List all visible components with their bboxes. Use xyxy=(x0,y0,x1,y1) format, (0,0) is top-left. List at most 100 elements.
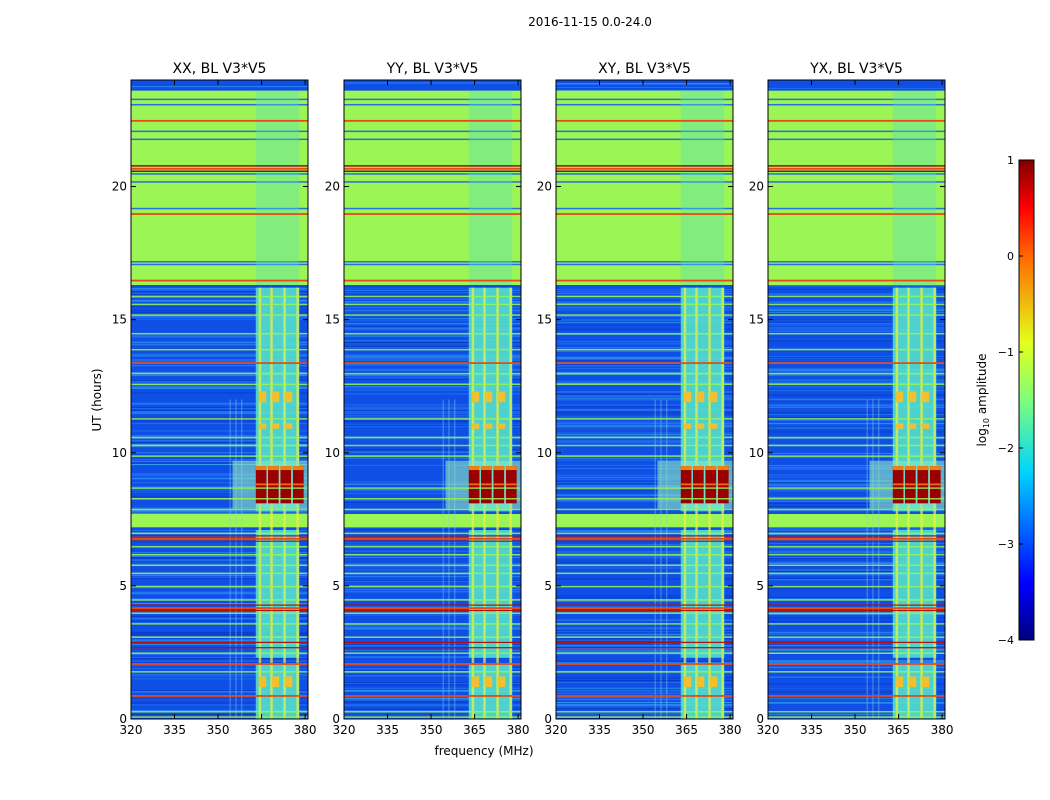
hline xyxy=(768,532,945,535)
noise-line xyxy=(556,343,733,345)
noise-line xyxy=(344,684,521,686)
noise-line xyxy=(131,348,308,350)
hline xyxy=(556,303,733,306)
noise-line xyxy=(768,683,945,685)
noise-line xyxy=(131,478,308,480)
noise-line xyxy=(556,629,733,631)
rfi-line xyxy=(131,119,308,122)
noise-line xyxy=(768,699,945,701)
noise-line xyxy=(344,666,521,668)
noise-line xyxy=(344,340,521,342)
hline xyxy=(768,455,945,457)
noise-line xyxy=(768,588,945,590)
noise-line xyxy=(768,456,945,458)
stripe xyxy=(344,98,521,101)
noise-line xyxy=(344,656,521,658)
rfi-line xyxy=(768,167,945,170)
noise-line xyxy=(556,292,733,294)
stripe xyxy=(768,103,945,106)
noise-line xyxy=(556,340,733,342)
rfi-dark-line xyxy=(344,170,521,172)
rfi-dark-line xyxy=(131,641,308,643)
rfi-dark-line xyxy=(768,535,945,537)
emission-mid xyxy=(904,483,916,486)
noise-line xyxy=(768,414,945,416)
noise-line xyxy=(131,310,308,312)
x-tick-label: 365 xyxy=(675,723,698,737)
noise-line xyxy=(768,645,945,647)
noise-line xyxy=(556,440,733,442)
signal-blob xyxy=(284,676,293,688)
noise-line xyxy=(344,687,521,689)
noise-line xyxy=(556,289,733,291)
noise-line xyxy=(131,387,308,389)
rfi-line xyxy=(556,279,733,282)
signal-blob xyxy=(484,676,493,688)
noise-line xyxy=(768,633,945,635)
rfi-line xyxy=(131,279,308,282)
noise-line xyxy=(556,648,733,650)
rfi-dark-line xyxy=(768,540,945,542)
noise-line xyxy=(344,329,521,331)
noise-line xyxy=(344,528,521,530)
noise-line xyxy=(556,481,733,483)
rfi-line xyxy=(556,362,733,365)
noise-line xyxy=(768,319,945,321)
hline xyxy=(556,671,733,673)
noise-line xyxy=(556,485,733,487)
noise-line xyxy=(344,534,521,536)
noise-line xyxy=(768,412,945,414)
noise-line xyxy=(131,486,308,488)
hline xyxy=(556,348,733,351)
noise-line xyxy=(344,356,521,358)
noise-line xyxy=(344,408,521,410)
x-axis-label: frequency (MHz) xyxy=(434,744,533,758)
noise-line xyxy=(768,394,945,396)
noise-line xyxy=(344,327,521,329)
noise-line xyxy=(556,426,733,428)
panel-image xyxy=(344,80,521,719)
noise-line xyxy=(344,436,521,438)
noise-line xyxy=(556,653,733,655)
noise-line xyxy=(131,412,308,414)
noise-line xyxy=(556,696,733,698)
y-tick-label: 15 xyxy=(537,313,552,327)
noise-line xyxy=(344,311,521,313)
y-tick-label: 10 xyxy=(537,446,552,460)
colorbar-tick-label: −4 xyxy=(998,634,1014,647)
hline xyxy=(344,572,521,575)
noise-line xyxy=(344,404,521,406)
signal-blob xyxy=(683,676,692,688)
noise-line xyxy=(556,680,733,682)
noise-line xyxy=(131,624,308,626)
emission-mid xyxy=(680,483,692,486)
noise-line xyxy=(768,557,945,559)
noise-line xyxy=(556,442,733,444)
noise-line xyxy=(131,658,308,660)
noise-line xyxy=(768,539,945,541)
hline xyxy=(344,711,521,713)
emission-edge xyxy=(480,466,492,471)
noise-line xyxy=(344,665,521,667)
noise-line xyxy=(768,667,945,669)
rfi-dark-line xyxy=(556,170,733,172)
noise-line xyxy=(344,317,521,319)
hline xyxy=(344,314,521,316)
noise-line xyxy=(131,435,308,437)
hline xyxy=(556,585,733,588)
colorbar-tick-label: −3 xyxy=(998,538,1014,551)
x-tick-label: 380 xyxy=(294,723,317,737)
noise-line xyxy=(556,319,733,321)
noise-line xyxy=(556,662,733,664)
faint-line xyxy=(654,399,656,719)
hline xyxy=(768,508,945,511)
colorbar-gradient xyxy=(1018,159,1035,641)
noise-line xyxy=(768,482,945,484)
faint-line xyxy=(229,399,231,719)
noise-line xyxy=(768,557,945,559)
noise-line xyxy=(131,512,308,514)
hline xyxy=(556,498,733,500)
signal-blob xyxy=(271,423,280,429)
stripe xyxy=(344,261,521,263)
noise-line xyxy=(131,507,308,509)
